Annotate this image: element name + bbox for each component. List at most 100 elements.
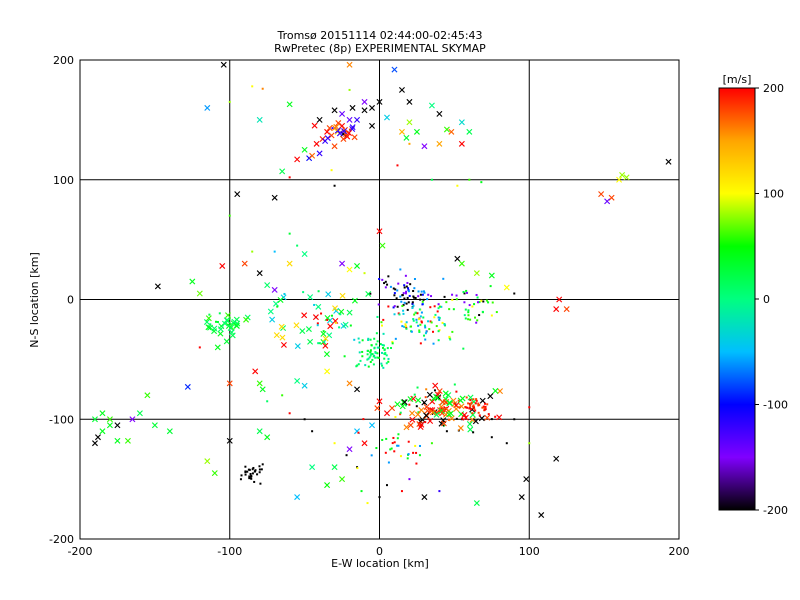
data-point-dot <box>442 277 445 280</box>
data-point-dot <box>393 313 396 316</box>
x-tick-label: 100 <box>519 545 540 558</box>
data-point-x <box>598 191 605 198</box>
data-point-dot <box>244 473 247 476</box>
data-point-x <box>271 286 278 293</box>
data-point-x <box>220 61 227 68</box>
data-point-x <box>448 128 455 135</box>
data-point-x <box>413 128 420 135</box>
data-point-dot <box>389 448 392 451</box>
data-point-x <box>376 228 383 235</box>
data-point-x <box>129 416 136 423</box>
data-point-dot <box>437 339 440 342</box>
data-point-dot <box>472 404 475 407</box>
data-point-dot <box>396 164 399 167</box>
data-point-dot <box>478 314 481 317</box>
data-point-dot <box>467 318 470 321</box>
data-point-x <box>217 326 224 333</box>
data-point-dot <box>302 291 305 294</box>
data-point-dot <box>416 312 419 315</box>
data-point-dot <box>404 325 407 328</box>
data-point-dot <box>434 313 437 316</box>
data-point-dot <box>389 285 392 288</box>
data-point-x <box>361 98 368 105</box>
data-point-x <box>328 132 335 139</box>
data-point-dot <box>358 341 361 344</box>
data-point-dot <box>420 320 423 323</box>
data-point-x <box>339 122 346 129</box>
data-point-dot <box>393 292 396 295</box>
x-axis-label: E-W location [km] <box>331 557 429 570</box>
data-point-x <box>433 411 440 418</box>
data-point-x <box>553 306 560 313</box>
data-point-x <box>401 399 408 406</box>
data-point-dot <box>425 388 428 391</box>
data-point-dot <box>424 338 427 341</box>
data-point-dot <box>473 303 476 306</box>
data-point-x <box>204 104 211 111</box>
data-point-dot <box>408 403 411 406</box>
y-tick-label: 0 <box>67 294 74 307</box>
data-point-dot <box>369 360 372 363</box>
data-point-dot <box>490 436 493 439</box>
data-point-dot <box>256 473 259 476</box>
data-point-dot <box>369 292 372 295</box>
data-point-dot <box>463 301 466 304</box>
data-point-x <box>453 405 460 412</box>
data-point-dot <box>260 468 263 471</box>
data-point-dot <box>259 482 262 485</box>
data-point-x <box>466 128 473 135</box>
data-point-dot <box>484 402 487 405</box>
data-point-dot <box>368 356 371 359</box>
data-point-dot <box>393 450 396 453</box>
data-point-dot <box>404 274 407 277</box>
data-point-dot <box>403 325 406 328</box>
data-point-dot <box>393 294 396 297</box>
data-point-x <box>332 317 339 324</box>
data-point-dot <box>451 293 454 296</box>
data-point-x <box>166 428 173 435</box>
data-point-x <box>207 324 214 331</box>
data-point-dot <box>384 286 387 289</box>
data-point-dot <box>412 295 415 298</box>
data-point-dot <box>429 320 432 323</box>
data-point-x <box>448 415 455 422</box>
data-point-dot <box>417 290 420 293</box>
data-point-dot <box>415 405 418 408</box>
colorbar-tick-label: 100 <box>763 188 784 201</box>
data-point-dot <box>254 469 257 472</box>
data-point-dot <box>367 338 370 341</box>
data-point-dot <box>406 308 409 311</box>
data-point-dot <box>448 335 451 338</box>
data-point-dot <box>418 329 421 332</box>
data-point-dot <box>375 447 378 450</box>
data-point-dot <box>378 278 381 281</box>
data-point-dot <box>383 348 386 351</box>
chart-subtitle: RwPretec (8p) EXPERIMENTAL SKYMAP <box>274 42 486 55</box>
x-tick-label: -100 <box>217 545 242 558</box>
data-point-x <box>403 424 410 431</box>
data-point-x <box>403 134 410 141</box>
data-point-x <box>316 116 323 123</box>
data-point-x <box>346 61 353 68</box>
data-point-dot <box>386 347 389 350</box>
data-point-x <box>479 397 486 404</box>
data-point-x <box>271 194 278 201</box>
data-point-x <box>383 114 390 121</box>
data-point-dot <box>357 363 360 366</box>
data-point-x <box>277 297 284 304</box>
data-point-dot <box>252 466 255 469</box>
data-point-x <box>243 316 250 323</box>
data-point-dot <box>403 297 406 300</box>
data-point-x <box>458 140 465 147</box>
data-point-dot <box>405 302 408 305</box>
data-point-x <box>503 284 510 291</box>
data-point-dot <box>397 282 400 285</box>
data-point-x <box>223 338 230 345</box>
data-point-dot <box>421 300 424 303</box>
data-point-dot <box>381 278 384 281</box>
chart-title: Tromsø 20151114 02:44:00-02:45:43 <box>276 29 482 42</box>
data-point-dot <box>438 490 441 493</box>
data-point-x <box>361 440 368 447</box>
data-point-x <box>429 409 436 416</box>
data-point-dot <box>505 442 508 445</box>
